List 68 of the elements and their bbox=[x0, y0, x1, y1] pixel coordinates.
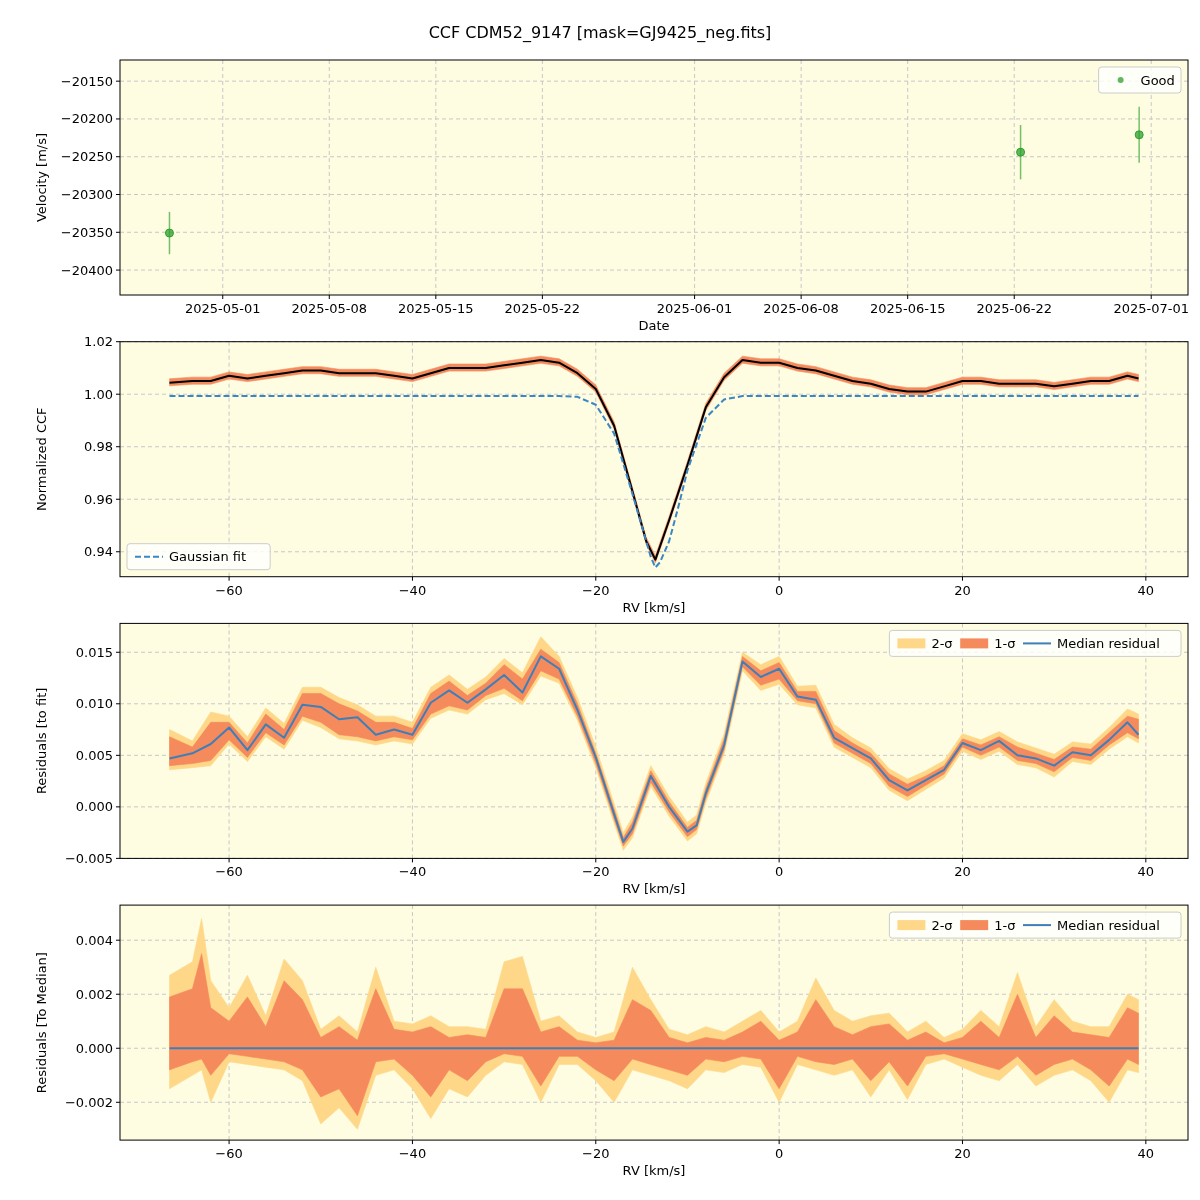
x-tick-label: 2025-05-01 bbox=[184, 301, 261, 316]
y-tick-label: 1.00 bbox=[84, 386, 113, 402]
y-axis-title: Normalized CCF bbox=[34, 407, 49, 511]
y-tick-label: −20250 bbox=[60, 149, 113, 165]
x-tick-label: 0 bbox=[774, 1146, 784, 1162]
y-tick-label: 0.98 bbox=[84, 439, 113, 455]
x-axis-title: RV [km/s] bbox=[622, 1163, 686, 1179]
x-tick-label: 40 bbox=[1137, 582, 1155, 598]
x-tick-label: −40 bbox=[398, 582, 427, 598]
x-tick-label: 20 bbox=[954, 582, 971, 598]
x-tick-label: 2025-05-22 bbox=[504, 301, 581, 316]
x-tick-label: 0 bbox=[774, 864, 784, 880]
legend-label: Gaussian fit bbox=[169, 549, 247, 565]
x-tick-label: 2025-06-08 bbox=[763, 301, 839, 316]
y-tick-label: −20350 bbox=[60, 224, 113, 240]
point bbox=[1016, 147, 1026, 157]
x-tick-label: 2025-06-15 bbox=[869, 301, 946, 316]
legend-label: 2-σ bbox=[931, 635, 953, 651]
y-tick-label: 0.96 bbox=[84, 491, 113, 507]
y-tick-label: −20400 bbox=[60, 262, 113, 278]
legend-label: Good bbox=[1140, 72, 1175, 88]
x-tick-label: −60 bbox=[215, 1146, 243, 1162]
x-axis-title: Date bbox=[638, 318, 670, 333]
x-tick-label: −40 bbox=[398, 864, 427, 880]
point bbox=[164, 228, 174, 238]
y-tick-label: −20150 bbox=[60, 73, 113, 89]
y-tick-label: −20200 bbox=[60, 111, 113, 127]
y-tick-label: 1.02 bbox=[84, 334, 113, 350]
legend-label: 1-σ bbox=[994, 635, 1016, 651]
x-tick-label: 40 bbox=[1137, 1146, 1155, 1162]
x-tick-label: −20 bbox=[582, 864, 610, 880]
y-axis-title: Residuals [To Median] bbox=[34, 952, 49, 1094]
legend-label: 1-σ bbox=[994, 917, 1016, 933]
x-axis-title: RV [km/s] bbox=[622, 881, 686, 897]
x-tick-label: 2025-06-01 bbox=[656, 301, 733, 316]
y-tick-label: −0.002 bbox=[64, 1094, 113, 1110]
y-axis-title: Residuals [to fit] bbox=[34, 687, 49, 795]
x-tick-label: −20 bbox=[582, 1146, 610, 1162]
x-tick-label: −40 bbox=[398, 1146, 427, 1162]
x-tick-label: −20 bbox=[582, 582, 610, 598]
x-tick-label: 20 bbox=[954, 1146, 971, 1162]
line-series bbox=[168, 395, 1140, 569]
chart-title: CCF CDM52_9147 [mask=GJ9425_neg.fits] bbox=[428, 23, 772, 43]
y-tick-label: −20300 bbox=[60, 187, 113, 202]
x-tick-label: 2025-07-01 bbox=[1113, 301, 1189, 316]
y-tick-label: −0.005 bbox=[64, 850, 113, 866]
y-tick-label: 0.010 bbox=[75, 696, 113, 712]
y-tick-label: 0.000 bbox=[75, 799, 113, 815]
legend-label: Median residual bbox=[1057, 635, 1160, 651]
x-tick-label: 0 bbox=[774, 582, 784, 598]
point bbox=[1134, 130, 1144, 140]
x-axis-title: RV [km/s] bbox=[622, 599, 686, 615]
y-tick-label: 0.005 bbox=[75, 747, 113, 763]
y-axis-title: Velocity [m/s] bbox=[34, 132, 49, 223]
legend-label: Median residual bbox=[1057, 917, 1160, 933]
y-tick-label: 0.000 bbox=[75, 1040, 113, 1056]
x-tick-label: 40 bbox=[1137, 864, 1155, 880]
x-tick-label: 20 bbox=[954, 864, 971, 880]
y-tick-label: 0.004 bbox=[75, 932, 113, 948]
y-tick-label: 0.94 bbox=[84, 544, 113, 560]
x-tick-label: 2025-05-15 bbox=[398, 301, 474, 316]
legend-label: 2-σ bbox=[931, 917, 953, 933]
y-tick-label: 0.002 bbox=[75, 986, 113, 1002]
x-tick-label: −60 bbox=[215, 864, 243, 880]
y-tick-label: 0.015 bbox=[75, 644, 113, 660]
x-tick-label: −60 bbox=[215, 582, 243, 598]
x-tick-label: 2025-05-08 bbox=[291, 301, 368, 316]
x-tick-label: 2025-06-22 bbox=[976, 301, 1053, 316]
